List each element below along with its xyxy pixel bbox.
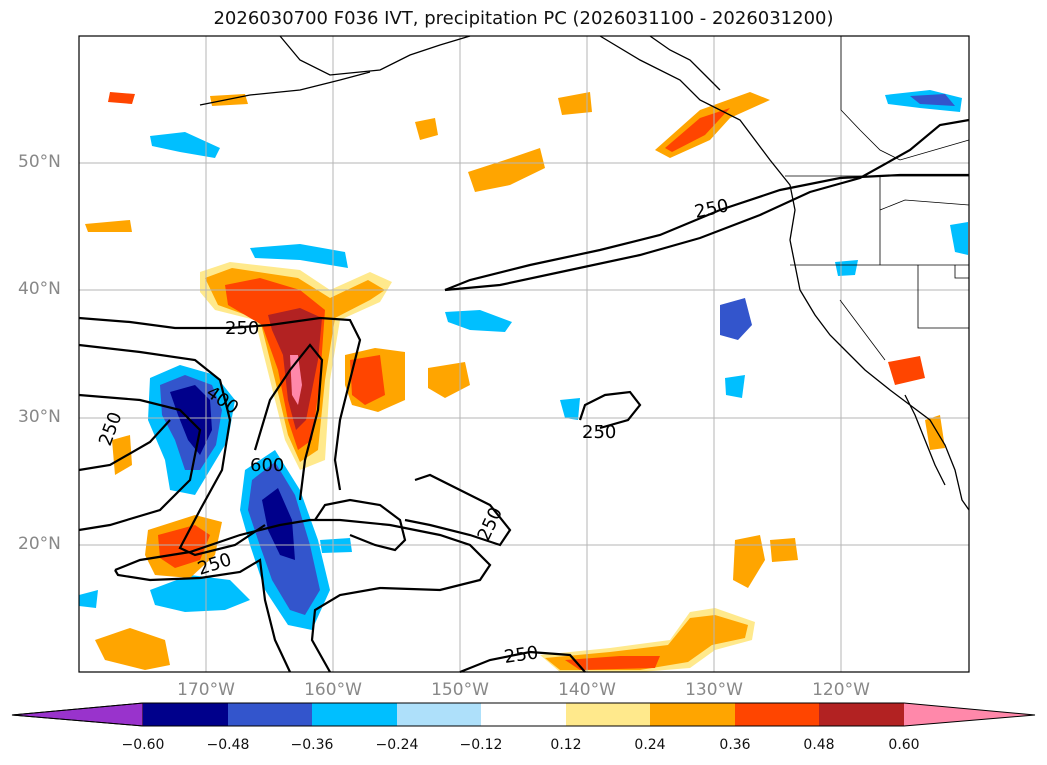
colorbar-tick-label: −0.36 xyxy=(290,737,334,753)
contour-label: 250 xyxy=(582,422,616,443)
positive-anomaly-region xyxy=(112,435,132,475)
lon-label-130w: 130°W xyxy=(685,680,743,700)
colorbar-bin xyxy=(312,703,397,726)
colorbar-outline xyxy=(11,702,1036,727)
ivt-contours xyxy=(78,118,970,674)
negative-anomaly-region xyxy=(150,132,220,158)
positive-anomaly-region xyxy=(158,525,210,568)
negative-anomaly-region xyxy=(79,590,98,608)
colorbar xyxy=(11,702,1036,727)
lon-label-160w: 160°W xyxy=(304,680,362,700)
negative-anomaly-region xyxy=(950,222,968,255)
colorbar-bin xyxy=(143,703,228,726)
colorbar-tick-label: 0.24 xyxy=(634,737,666,753)
lat-label-30n: 30°N xyxy=(18,407,61,427)
negative-anomaly-region xyxy=(250,244,348,268)
contour-label: 250 xyxy=(225,318,259,339)
positive-anomaly-region xyxy=(415,118,438,140)
colorbar-tick-label: 0.60 xyxy=(888,737,920,753)
lon-label-120w: 120°W xyxy=(812,680,870,700)
negative-anomaly-region xyxy=(910,94,955,106)
colorbar-extend-low xyxy=(11,702,144,727)
map-frame xyxy=(78,35,970,673)
positive-anomaly-region xyxy=(210,94,248,106)
colorbar-bin xyxy=(566,703,650,726)
negative-anomaly-region xyxy=(560,398,580,420)
negative-anomaly-region xyxy=(835,260,858,276)
negative-anomaly-region xyxy=(150,575,250,612)
negative-anomaly-region xyxy=(720,298,752,340)
colorbar-bin xyxy=(397,703,481,726)
positive-anomaly-region xyxy=(565,656,660,670)
positive-anomaly-region xyxy=(888,356,925,385)
positive-anomaly-region xyxy=(108,92,135,104)
lat-label-50n: 50°N xyxy=(18,152,61,172)
positive-anomaly-region xyxy=(95,628,170,670)
positive-anomaly-region xyxy=(468,148,545,192)
precip-shading xyxy=(79,90,968,672)
colorbar-tick-label: 0.48 xyxy=(803,737,835,753)
map-title: 2026030700 F036 IVT, precipitation PC (2… xyxy=(213,8,834,29)
lat-label-40n: 40°N xyxy=(18,279,61,299)
colorbar-tick-label: −0.24 xyxy=(375,737,419,753)
contour-label: 600 xyxy=(250,455,284,476)
coastlines xyxy=(199,35,970,511)
negative-anomaly-region xyxy=(725,375,745,398)
contour-label: 250 xyxy=(503,642,540,668)
colorbar-bin xyxy=(735,703,819,726)
colorbar-tick-label: 0.12 xyxy=(550,737,582,753)
colorbar-tick-label: −0.48 xyxy=(206,737,250,753)
colorbar-extend-high xyxy=(904,703,1035,726)
colorbar-bin xyxy=(481,703,566,726)
positive-anomaly-region xyxy=(558,92,592,115)
colorbar-bin xyxy=(819,703,904,726)
lat-label-20n: 20°N xyxy=(18,534,61,554)
lon-label-170w: 170°W xyxy=(177,680,235,700)
colorbar-tick-label: 0.36 xyxy=(719,737,751,753)
positive-anomaly-region xyxy=(350,355,385,405)
colorbar-tick-label: −0.60 xyxy=(121,737,165,753)
colorbar-bin xyxy=(228,703,312,726)
lon-label-140w: 140°W xyxy=(558,680,616,700)
negative-anomaly-region xyxy=(445,310,512,332)
gridlines xyxy=(79,36,969,672)
negative-anomaly-region xyxy=(262,488,295,560)
colorbar-bin xyxy=(650,703,735,726)
positive-anomaly-region xyxy=(85,220,132,232)
positive-anomaly-region xyxy=(925,415,945,450)
positive-anomaly-region xyxy=(733,535,765,588)
positive-anomaly-region xyxy=(545,615,748,670)
positive-anomaly-region xyxy=(770,538,798,562)
lon-label-150w: 150°W xyxy=(431,680,489,700)
colorbar-tick-label: −0.12 xyxy=(459,737,503,753)
map-background xyxy=(79,36,969,672)
